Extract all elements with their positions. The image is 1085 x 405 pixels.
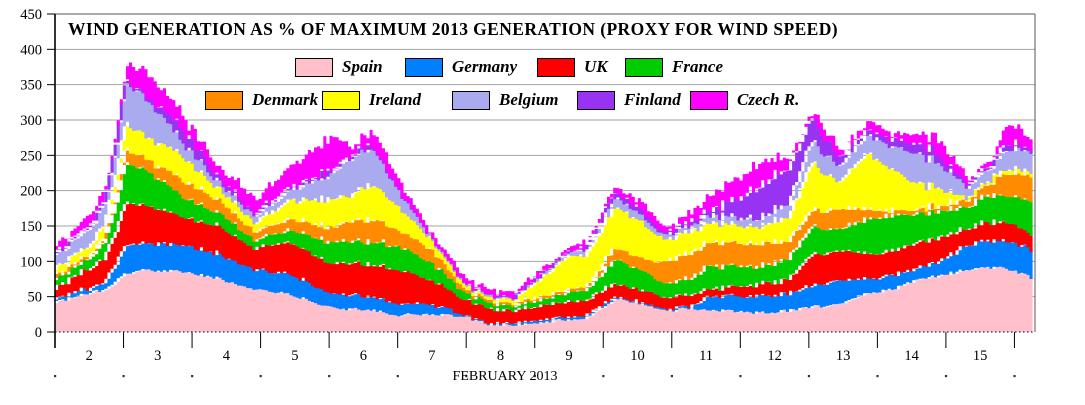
- legend-label: UK: [584, 57, 608, 76]
- y-tick-label: 350: [20, 78, 42, 94]
- y-tick-label: 450: [20, 7, 42, 23]
- area-czech-r: [55, 62, 1033, 299]
- legend-item-spain: Spain: [295, 56, 383, 78]
- y-tick-label: 0: [35, 325, 42, 341]
- legend-swatch: [405, 57, 443, 77]
- y-tick-label: 250: [20, 148, 42, 164]
- area-denmark: [55, 147, 1033, 308]
- x-axis-minor-dot: [396, 375, 399, 378]
- x-axis-minor-dot: [54, 375, 57, 378]
- legend-swatch: [205, 90, 243, 110]
- legend-label: Belgium: [499, 90, 559, 109]
- x-tick-label: 8: [497, 348, 504, 364]
- area-finland: [55, 79, 1033, 300]
- area-germany: [55, 239, 1033, 326]
- x-axis-minor-dot: [876, 375, 879, 378]
- legend-item-france: France: [625, 56, 723, 78]
- legend-item-finland: Finland: [577, 89, 681, 111]
- x-axis-minor-dot: [1013, 375, 1016, 378]
- legend-row-1: Spain Germany UK France: [0, 56, 1085, 80]
- legend-item-czech-r: Czech R.: [690, 89, 799, 111]
- x-axis-minor-dot: [807, 375, 811, 378]
- x-tick-label: 2: [86, 348, 93, 364]
- legend-swatch: [295, 57, 333, 77]
- legend-swatch: [577, 90, 615, 110]
- area-ireland: [55, 121, 1033, 306]
- y-tick-label: 150: [20, 219, 42, 235]
- x-axis-minor-dot: [944, 375, 948, 378]
- y-tick-label: 50: [28, 290, 43, 306]
- legend-swatch: [452, 90, 490, 110]
- legend-item-germany: Germany: [405, 56, 517, 78]
- legend-item-uk: UK: [537, 56, 608, 78]
- legend-label: Spain: [342, 57, 383, 76]
- legend-item-belgium: Belgium: [452, 89, 559, 111]
- x-tick-label: 15: [973, 348, 988, 364]
- legend-item-denmark: Denmark: [205, 89, 318, 111]
- legend-label: Denmark: [252, 90, 319, 109]
- x-tick-label: 3: [154, 348, 161, 364]
- legend-label: Ireland: [369, 90, 421, 109]
- x-axis-minor-dot: [602, 375, 605, 378]
- x-axis-minor-dot: [191, 375, 194, 378]
- x-tick-label: 9: [565, 348, 572, 364]
- legend-row-2: Denmark Ireland Belgium Finland Czech R.: [0, 89, 1085, 113]
- chart-title: WIND GENERATION AS % OF MAXIMUM 2013 GEN…: [68, 19, 838, 39]
- legend-label: Germany: [452, 57, 518, 76]
- x-tick-label: 6: [360, 348, 367, 364]
- x-axis-minor-dot: [739, 375, 742, 378]
- x-tick-label: 12: [767, 348, 782, 364]
- x-tick-label: 5: [291, 348, 298, 364]
- y-tick-label: 200: [20, 184, 42, 200]
- legend-swatch: [625, 57, 663, 77]
- legend-item-ireland: Ireland: [322, 89, 421, 111]
- x-axis-minor-dot: [328, 375, 331, 378]
- x-tick-label: 4: [223, 348, 231, 364]
- x-axis-minor-dot: [670, 375, 673, 378]
- y-tick-label: 300: [20, 113, 42, 129]
- legend-swatch: [690, 90, 728, 110]
- area-uk: [55, 201, 1033, 325]
- legend-label: Finland: [624, 90, 681, 109]
- area-france: [55, 162, 1033, 313]
- legend-swatch: [322, 90, 360, 110]
- y-tick-label: 400: [20, 42, 42, 58]
- legend-label: France: [672, 57, 723, 76]
- legend-label: Czech R.: [737, 90, 800, 109]
- x-axis-title: FEBRUARY 2013: [452, 369, 558, 384]
- y-tick-label: 100: [20, 254, 42, 270]
- x-axis-minor-dot: [122, 375, 125, 378]
- x-tick-label: 7: [428, 348, 435, 364]
- x-axis-minor-dot: [259, 375, 262, 378]
- x-axis-minor-dot: [533, 375, 536, 378]
- x-tick-label: 10: [630, 348, 645, 364]
- area-spain: [55, 266, 1033, 332]
- x-axis-minor-dot: [465, 375, 468, 378]
- legend-swatch: [537, 57, 575, 77]
- x-tick-label: 11: [699, 348, 713, 364]
- x-tick-label: 13: [836, 348, 851, 364]
- x-tick-label: 14: [904, 348, 919, 364]
